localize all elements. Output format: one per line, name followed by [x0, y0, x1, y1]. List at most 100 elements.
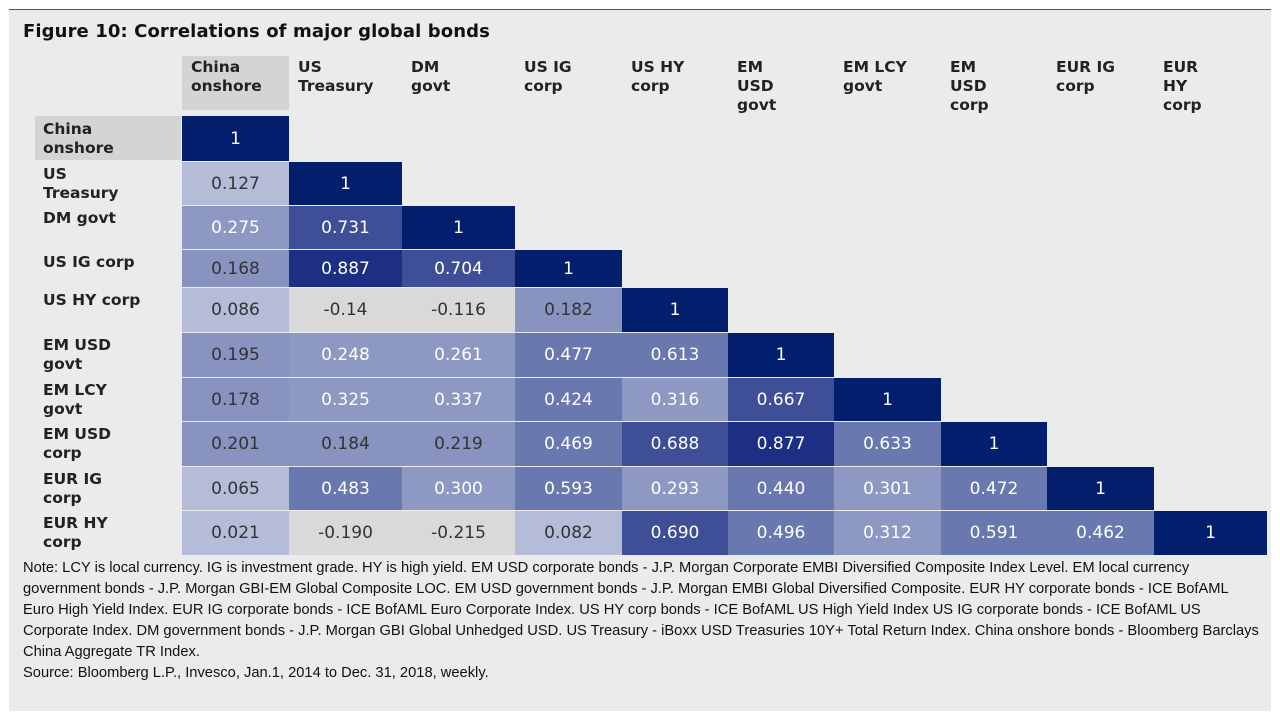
column-header-line: EM: [950, 58, 977, 76]
correlation-cell: 0.424: [515, 378, 622, 421]
correlation-cell: -0.215: [402, 511, 515, 555]
row-header: China onshore: [35, 116, 181, 160]
diagonal-cell: 1: [515, 250, 622, 287]
row-header-line: EM LCY: [43, 381, 107, 399]
figure-title: Figure 10: Correlations of major global …: [23, 21, 490, 42]
row-header: EM USD govt: [35, 336, 190, 374]
correlation-cell: 0.021: [182, 511, 289, 555]
correlation-cell: 0.337: [402, 378, 515, 421]
row-header: DM govt: [35, 209, 190, 228]
diagonal-cell: 1: [622, 288, 728, 332]
column-header-line: US IG: [524, 58, 572, 76]
row-header-line: US IG corp: [43, 253, 135, 271]
diagonal-cell: 1: [834, 378, 941, 421]
row-header-line: govt: [43, 355, 83, 373]
row-header-line: corp: [43, 533, 82, 551]
row-header-line: Treasury: [43, 184, 119, 202]
row-header-line: corp: [43, 444, 82, 462]
correlation-cell: 0.168: [182, 250, 289, 287]
correlation-cell: 0.667: [728, 378, 834, 421]
row-header-line: corp: [43, 489, 82, 507]
correlation-cell: -0.14: [289, 288, 402, 332]
correlation-cell: 0.483: [289, 467, 402, 510]
correlation-cell: 0.440: [728, 467, 834, 510]
correlation-cell: 0.477: [515, 333, 622, 377]
column-header-line: USD: [950, 77, 987, 95]
diagonal-cell: 1: [1047, 467, 1154, 510]
correlation-cell: 0.219: [402, 422, 515, 466]
column-header: EUR HY corp: [1154, 56, 1267, 115]
column-header-line: Treasury: [298, 77, 374, 95]
row-header-line: EM USD: [43, 425, 112, 443]
correlation-cell: 0.591: [941, 511, 1047, 555]
correlation-cell: 0.127: [182, 162, 289, 205]
column-header-line: DM: [411, 58, 440, 76]
correlation-cell: 0.248: [289, 333, 402, 377]
row-header-line: EUR IG: [43, 470, 102, 488]
row-header: US HY corp: [35, 291, 190, 310]
column-header: US Treasury: [289, 56, 402, 96]
correlation-cell: 0.877: [728, 422, 834, 466]
row-header-line: onshore: [43, 139, 114, 157]
diagonal-cell: 1: [941, 422, 1047, 466]
column-header-line: govt: [737, 96, 777, 114]
row-header: EM USD corp: [35, 425, 190, 463]
row-header: EUR HY corp: [35, 514, 190, 552]
correlation-cell: 0.082: [515, 511, 622, 555]
column-header-line: corp: [950, 96, 989, 114]
diagonal-cell: 1: [289, 162, 402, 205]
column-header-line: EM: [737, 58, 764, 76]
correlation-cell: 0.633: [834, 422, 941, 466]
correlation-cell: 0.182: [515, 288, 622, 332]
correlation-cell: 0.316: [622, 378, 728, 421]
correlation-cell: 0.731: [289, 206, 402, 249]
row-header-line: EUR HY: [43, 514, 108, 532]
diagonal-cell: 1: [182, 116, 289, 161]
correlation-cell: 0.065: [182, 467, 289, 510]
correlation-cell: 0.301: [834, 467, 941, 510]
column-header-line: USD: [737, 77, 774, 95]
row-header: EUR IG corp: [35, 470, 190, 508]
column-header-line: HY: [1163, 77, 1188, 95]
correlation-cell: 0.472: [941, 467, 1047, 510]
column-header: US HY corp: [622, 56, 728, 96]
row-header-line: US HY corp: [43, 291, 141, 309]
row-header: EM LCY govt: [35, 381, 190, 419]
column-header-line: govt: [843, 77, 883, 95]
correlation-cell: 0.469: [515, 422, 622, 466]
row-header-line: EM USD: [43, 336, 112, 354]
column-header-line: China: [191, 58, 241, 76]
row-header: US Treasury: [35, 165, 190, 203]
column-header-line: US: [298, 58, 322, 76]
row-header-line: govt: [43, 400, 83, 418]
column-header: EM USD corp: [941, 56, 1047, 115]
row-header-line: China: [43, 120, 93, 138]
column-header: EUR IG corp: [1047, 56, 1154, 96]
correlation-cell: 0.690: [622, 511, 728, 555]
correlation-cell: 0.593: [515, 467, 622, 510]
column-header-line: govt: [411, 77, 451, 95]
notes-block: Note: LCY is local currency. IG is inves…: [23, 558, 1263, 684]
correlation-cell: 0.496: [728, 511, 834, 555]
diagonal-cell: 1: [402, 206, 515, 249]
correlation-cell: 0.195: [182, 333, 289, 377]
correlation-cell: 0.613: [622, 333, 728, 377]
correlation-cell: 0.887: [289, 250, 402, 287]
column-header-line: corp: [631, 77, 670, 95]
column-header-line: corp: [524, 77, 563, 95]
column-header: DM govt: [402, 56, 515, 96]
column-header-line: US HY: [631, 58, 685, 76]
correlation-cell: 0.261: [402, 333, 515, 377]
column-header-line: EUR IG: [1056, 58, 1115, 76]
column-header: US IG corp: [515, 56, 622, 96]
correlation-cell: 0.201: [182, 422, 289, 466]
correlation-cell: -0.190: [289, 511, 402, 555]
correlation-cell: 0.300: [402, 467, 515, 510]
column-header-line: EUR: [1163, 58, 1199, 76]
column-header: China onshore: [182, 56, 289, 110]
note-text: Note: LCY is local currency. IG is inves…: [23, 560, 1259, 660]
correlation-cell: 0.184: [289, 422, 402, 466]
correlation-cell: 0.275: [182, 206, 289, 249]
correlation-cell: -0.116: [402, 288, 515, 332]
correlation-cell: 0.178: [182, 378, 289, 421]
